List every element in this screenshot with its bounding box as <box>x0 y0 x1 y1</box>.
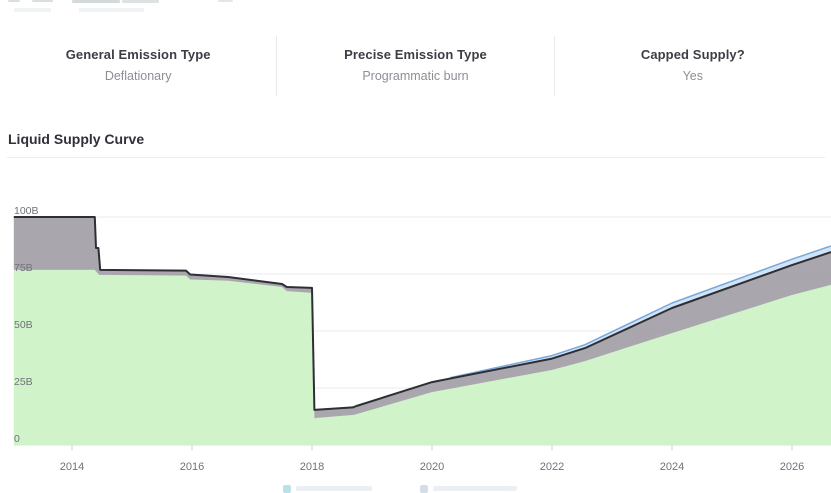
x-axis-label: 2020 <box>420 461 444 473</box>
supply-line <box>13 216 831 411</box>
cutoff-fragment <box>122 0 159 3</box>
x-axis-label: 2024 <box>660 461 684 473</box>
cutoff-fragment <box>218 0 233 2</box>
cutoff-fragment <box>79 8 144 12</box>
top-cutoff-content <box>0 0 831 14</box>
cutoff-fragment <box>32 0 53 2</box>
blue-band-edge <box>449 245 831 379</box>
legend-swatch-icon <box>420 485 428 493</box>
y-axis-label: 0 <box>14 433 20 445</box>
x-axis-label: 2018 <box>300 461 324 473</box>
x-axis-label: 2022 <box>540 461 564 473</box>
green-area <box>13 269 831 445</box>
x-axis-label: 2016 <box>180 461 204 473</box>
legend-swatch-icon <box>283 485 291 493</box>
liquid-supply-curve-chart: 100B 75B 50B 25B 0 2014 2016 2018 2020 2022 2024 20… <box>13 205 831 473</box>
section-divider <box>7 157 825 158</box>
emission-stats-row: General Emission Type Deflationary Preci… <box>0 36 831 96</box>
cutoff-fragment <box>14 8 51 12</box>
section-title-liquid-supply-curve: Liquid Supply Curve <box>8 131 145 147</box>
stat-label: Precise Emission Type <box>344 47 487 62</box>
legend-cutoff <box>0 484 831 493</box>
stat-label: Capped Supply? <box>640 47 745 62</box>
stat-value: Programmatic burn <box>362 69 469 83</box>
stat-precise-emission-type: Precise Emission Type Programmatic burn <box>276 36 553 96</box>
y-axis-label: 25B <box>14 376 33 388</box>
stat-general-emission-type: General Emission Type Deflationary <box>0 36 276 96</box>
stat-value: Deflationary <box>104 69 172 83</box>
y-axis-label: 50B <box>14 319 33 331</box>
y-axis-label: 100B <box>14 205 39 217</box>
y-axis-label: 75B <box>14 262 33 274</box>
x-axis-label: 2026 <box>780 461 804 473</box>
stat-capped-supply: Capped Supply? Yes <box>553 36 831 96</box>
legend-label-cutoff <box>296 486 372 491</box>
legend-label-cutoff <box>433 486 517 491</box>
cutoff-fragment <box>72 0 120 3</box>
cutoff-fragment <box>8 0 20 2</box>
stat-label: General Emission Type <box>65 47 211 62</box>
x-axis-label: 2014 <box>60 461 84 473</box>
stat-value: Yes <box>682 69 704 83</box>
